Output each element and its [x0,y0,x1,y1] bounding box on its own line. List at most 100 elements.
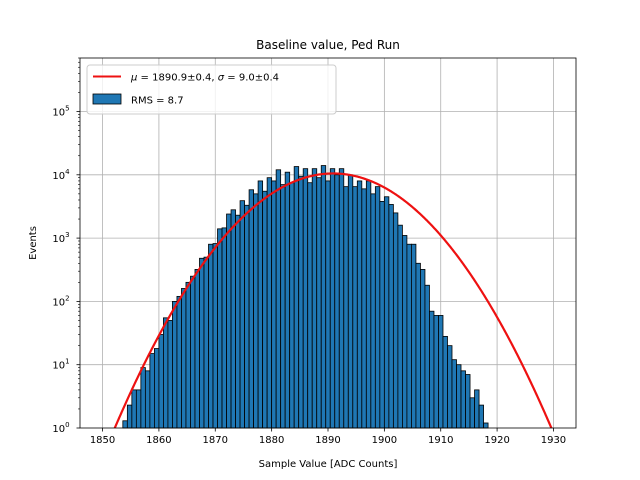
histogram-bar [194,269,200,429]
fit-curve-layer [113,172,553,428]
histogram-bar [329,168,336,429]
histogram-bar [388,204,394,429]
histogram-bar [239,200,245,429]
histogram-bar [316,177,322,429]
histogram-bar [181,288,187,429]
y-axis-ticks: 100 101 102 103 104 105 [52,57,80,435]
histogram-bar [456,364,462,429]
histogram-bar [149,353,155,429]
x-tick-label: 1910 [428,435,453,446]
histogram-bar [338,168,345,429]
histogram-bar [293,166,300,429]
y-axis-label: Events [28,226,39,260]
histogram-bar [361,188,367,429]
histogram-bar [469,397,475,429]
histogram-bar [212,243,218,429]
x-tick-label: 1890 [315,435,340,446]
histogram-bar [465,374,471,429]
histogram-bar [226,213,232,429]
histogram-bar [307,182,313,429]
histogram-bar [140,367,146,429]
histogram-bar [370,193,376,429]
histogram-bar [266,177,273,429]
histogram-bar [311,168,318,429]
histogram-bar [347,174,354,429]
histogram-bar [442,335,448,429]
legend-histogram-label: RMS = 8.7 [131,96,184,107]
histogram-bars [122,165,489,429]
histogram-bar [172,300,178,429]
histogram-bar [334,174,340,429]
x-tick-label: 1900 [372,435,397,446]
y-tick-label: 101 [52,358,69,372]
x-tick-label: 1920 [484,435,509,446]
histogram-bar [275,169,282,429]
fit-curve [113,172,553,428]
x-axis-ticks: 1850 1860 1870 1880 1890 1900 1910 1920 1930 [90,428,566,446]
legend-box [86,64,337,115]
x-tick-label: 1860 [146,435,171,446]
histogram-bar [235,214,241,429]
histogram-bar [217,228,223,429]
histogram-bar [199,257,205,429]
histogram-bar [401,235,408,429]
y-tick-label: 105 [52,104,69,118]
legend-fit-label: μ = 1890.9±0.4, σ = 9.0±0.4 [130,73,279,84]
histogram-bar [131,389,137,429]
y-tick-label: 100 [52,421,69,435]
histogram-bar [144,370,151,429]
histogram-bar [153,348,160,429]
y-tick-label: 104 [52,168,70,182]
histogram-bar [411,243,417,429]
histogram-bar [415,262,421,429]
y-tick-label: 103 [52,231,69,245]
histogram-bar [158,334,164,429]
histogram-bar [302,168,309,429]
histogram-bar [420,269,426,429]
x-axis-label: Sample Value [ADC Counts] [259,459,398,470]
histogram-bar [343,186,349,429]
histogram-bar [320,165,327,429]
histogram-bar [383,196,390,429]
histogram-bar [221,227,227,429]
histogram-bar [176,295,182,429]
histogram-bar [253,193,259,429]
histogram-bar [424,284,430,429]
histogram-bar [397,224,403,429]
histogram-bar [230,209,236,429]
x-tick-label: 1880 [259,435,284,446]
histogram-bar [474,389,480,429]
histogram-bar [280,184,286,429]
histogram-bar [244,204,250,429]
histogram-bar [257,180,264,429]
histogram-bar [429,310,435,429]
histogram-bar [447,345,453,429]
histogram-bar [284,171,291,429]
histogram-bar [135,389,142,429]
histogram-bar [460,370,466,429]
chart-title: Baseline value, Ped Run [256,38,400,52]
histogram-bar [271,180,277,429]
histogram-bar [406,243,412,429]
histogram-bar [190,275,196,429]
x-tick-label: 1930 [541,435,566,446]
histogram-bar [298,175,304,429]
histogram-bar [392,212,399,429]
histogram-bar [325,180,331,429]
histogram-bar [203,256,209,429]
histogram-bar [352,186,358,429]
histogram-bar [289,182,295,429]
x-tick-label: 1870 [203,435,228,446]
legend-histogram-swatch [92,93,122,105]
histogram-bar [122,420,128,429]
histogram-bar [451,359,457,429]
histogram-bar [248,189,255,429]
histogram-bar [483,422,489,429]
histogram-bar [379,200,385,429]
histogram-bar [365,180,372,429]
x-tick-label: 1850 [90,435,115,446]
histogram-bar [167,320,173,429]
histogram-bar [208,243,214,429]
histogram-bar [126,404,133,429]
